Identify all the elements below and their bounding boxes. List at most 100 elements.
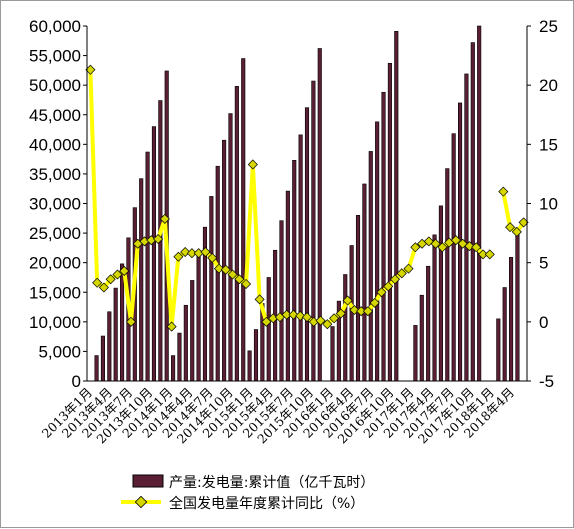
bar	[171, 355, 176, 382]
line-point	[322, 319, 333, 330]
line-point	[119, 265, 130, 276]
line-point	[254, 294, 265, 305]
line-point	[329, 313, 340, 324]
right-tick-label: 0	[539, 313, 548, 332]
right-tick-label: 15	[539, 135, 558, 154]
left-tick-label: 20,000	[29, 254, 81, 273]
bar	[304, 107, 310, 382]
right-tick-label: -5	[539, 372, 554, 391]
bar	[381, 91, 386, 382]
line-point	[220, 264, 231, 275]
line-point	[180, 246, 191, 258]
line-point	[139, 236, 150, 247]
line-point	[213, 263, 225, 274]
line-point	[450, 235, 461, 246]
bar	[496, 318, 501, 382]
bar	[470, 42, 475, 382]
line-point	[342, 295, 353, 306]
line-point	[335, 308, 346, 319]
bar	[502, 287, 507, 382]
line-point	[389, 274, 401, 285]
line-point	[153, 233, 164, 245]
bar	[285, 190, 290, 382]
line-point	[200, 246, 211, 258]
bar	[215, 165, 220, 382]
line-point	[315, 315, 326, 326]
bar	[139, 178, 144, 382]
bar	[445, 168, 450, 382]
line-point	[484, 249, 495, 260]
bar	[451, 133, 456, 382]
line-point	[349, 304, 360, 316]
line-point	[92, 277, 103, 288]
right-tick-label: 20	[539, 76, 558, 95]
line-point	[511, 226, 522, 237]
bar	[477, 25, 482, 382]
bar	[317, 48, 322, 382]
bar	[464, 73, 469, 382]
bar	[222, 139, 227, 382]
line-point	[505, 222, 516, 233]
line-point	[403, 263, 414, 274]
right-tick-label: 25	[539, 17, 558, 36]
bar	[94, 355, 99, 382]
line-point	[227, 269, 238, 280]
line-point	[234, 274, 245, 285]
line-point	[207, 252, 218, 263]
bar	[145, 151, 150, 382]
left-tick-label: 0	[72, 372, 81, 391]
bar	[234, 86, 239, 382]
line-point	[410, 242, 421, 253]
legend-line-marker	[134, 495, 148, 509]
left-tick-label: 25,000	[29, 224, 81, 243]
left-tick-label: 55,000	[29, 47, 81, 66]
line-point	[396, 268, 407, 279]
bar	[387, 62, 392, 382]
line-point	[268, 313, 279, 324]
bar	[311, 80, 316, 382]
line-point	[430, 238, 441, 249]
left-tick-label: 15,000	[29, 283, 81, 302]
bar	[107, 311, 112, 382]
line-point	[166, 321, 177, 332]
line-point	[241, 278, 252, 289]
line-point	[261, 316, 272, 327]
line-point	[247, 159, 258, 170]
legend-bar-label: 产量:发电量:累计值（亿千瓦时）	[169, 475, 374, 491]
bar	[190, 280, 195, 382]
line-point	[369, 297, 380, 308]
bar	[355, 215, 361, 382]
left-tick-label: 60,000	[29, 17, 81, 36]
line-point	[105, 274, 116, 285]
bar	[151, 126, 157, 382]
line-point	[498, 186, 509, 197]
bar	[292, 160, 297, 382]
line-point	[437, 242, 448, 253]
bar	[113, 287, 118, 382]
line-point	[295, 310, 306, 321]
bar	[375, 121, 380, 382]
line-point	[376, 287, 387, 298]
bar	[100, 335, 105, 382]
line-point	[85, 64, 96, 75]
bar	[509, 257, 514, 382]
bar	[196, 254, 201, 382]
left-tick-label: 5,000	[38, 342, 81, 361]
left-tick-label: 45,000	[29, 106, 81, 125]
bar	[368, 151, 373, 382]
bar	[426, 265, 431, 382]
line-point	[112, 269, 123, 280]
line-point	[301, 312, 313, 323]
line-point	[288, 309, 299, 320]
line-point	[125, 316, 137, 327]
bar	[209, 196, 214, 382]
line-point	[98, 282, 109, 293]
bar	[247, 350, 252, 382]
axes: 0 5,000 10,000 15,000 20,000 25,000 30,000 35,0…	[29, 17, 558, 447]
bar	[266, 277, 271, 382]
legend: 产量:发电量:累计值（亿千瓦时） 全国发电量年度累计同比（%）	[121, 474, 374, 512]
right-tick-label: 5	[539, 254, 548, 273]
bar	[183, 304, 188, 382]
left-tick-label: 40,000	[29, 135, 81, 154]
